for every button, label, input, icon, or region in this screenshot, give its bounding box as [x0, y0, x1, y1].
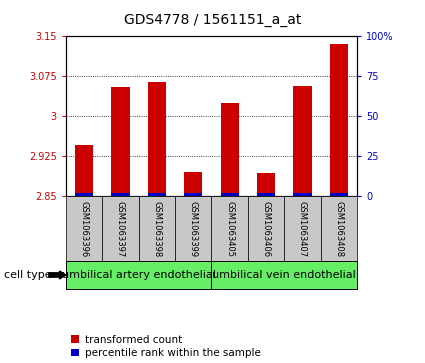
Bar — [102, 196, 139, 261]
Text: GSM1063408: GSM1063408 — [334, 201, 343, 257]
Bar — [293, 86, 312, 196]
Bar — [75, 146, 93, 196]
Text: GSM1063406: GSM1063406 — [261, 201, 271, 257]
Text: umbilical vein endothelial: umbilical vein endothelial — [212, 270, 356, 280]
Text: GSM1063399: GSM1063399 — [189, 201, 198, 257]
Bar — [221, 193, 239, 196]
Bar — [111, 193, 130, 196]
Bar — [257, 173, 275, 196]
Bar — [257, 193, 275, 196]
Bar — [66, 261, 211, 289]
Bar — [184, 193, 202, 196]
Bar — [148, 193, 166, 196]
Bar — [148, 82, 166, 196]
Bar — [330, 44, 348, 196]
Text: GSM1063405: GSM1063405 — [225, 201, 234, 257]
Bar — [175, 196, 211, 261]
Text: umbilical artery endothelial: umbilical artery endothelial — [62, 270, 215, 280]
Bar — [284, 196, 320, 261]
Bar — [221, 103, 239, 196]
Bar — [211, 196, 248, 261]
Bar — [248, 196, 284, 261]
Bar — [293, 193, 312, 196]
Text: GSM1063398: GSM1063398 — [152, 201, 162, 257]
Text: GDS4778 / 1561151_a_at: GDS4778 / 1561151_a_at — [124, 13, 301, 27]
Text: cell type: cell type — [4, 270, 52, 280]
Bar — [66, 196, 102, 261]
Text: GSM1063396: GSM1063396 — [79, 201, 88, 257]
Bar — [139, 196, 175, 261]
Legend: transformed count, percentile rank within the sample: transformed count, percentile rank withi… — [71, 335, 261, 358]
Bar — [184, 172, 202, 196]
Bar — [211, 261, 357, 289]
Bar — [320, 196, 357, 261]
Bar — [330, 193, 348, 196]
Text: GSM1063407: GSM1063407 — [298, 201, 307, 257]
Bar — [75, 193, 93, 196]
Bar — [111, 87, 130, 196]
Text: GSM1063397: GSM1063397 — [116, 201, 125, 257]
